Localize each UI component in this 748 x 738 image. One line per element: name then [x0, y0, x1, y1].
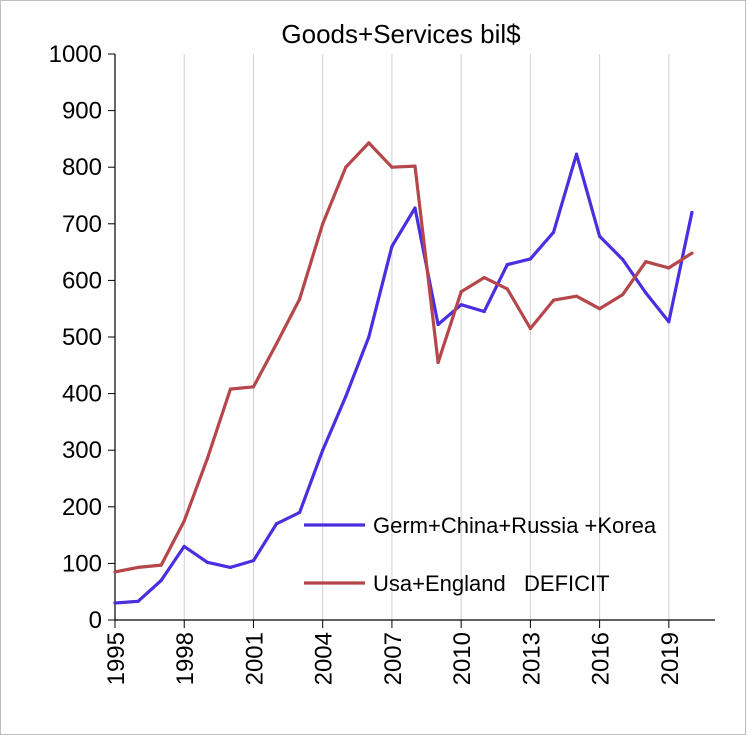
y-tick-label: 1000 — [49, 41, 102, 68]
series-line-2 — [113, 141, 694, 574]
series-2-point — [574, 294, 579, 298]
series-1-point — [551, 230, 556, 234]
x-tick-label: 2010 — [449, 632, 476, 685]
series-1-point — [182, 544, 186, 549]
series-2-point — [644, 260, 648, 264]
series-2-point — [621, 292, 625, 297]
series-2-point — [690, 251, 694, 255]
series-1-point — [298, 510, 302, 515]
series-2-point — [298, 297, 302, 301]
legend-label-2: Usa+England DEFICIT — [373, 571, 610, 596]
y-tick-label: 300 — [62, 437, 102, 464]
series-1-point — [251, 558, 256, 563]
x-tick-label: 2001 — [241, 632, 268, 685]
x-tick-label: 2007 — [380, 632, 407, 685]
series-2-point — [251, 385, 256, 389]
series-2-point — [113, 570, 117, 574]
series-2-point — [205, 457, 209, 461]
y-tick-label: 500 — [62, 324, 102, 351]
series-2-point — [667, 266, 671, 270]
series-2-point — [413, 164, 417, 168]
chart-title: Goods+Services bil$ — [281, 19, 521, 49]
series-1-point — [228, 565, 232, 569]
series-1-point — [205, 560, 209, 564]
series-1-point — [621, 257, 625, 262]
series-1-point — [436, 322, 440, 327]
series-1-point — [459, 303, 463, 307]
series-1-point — [390, 244, 394, 249]
legend: Germ+China+Russia +Korea Usa+England DEFI… — [304, 513, 657, 596]
y-tick-labels: 0 100 200 300 400 500 600 700 800 900 1000 — [49, 41, 102, 634]
series-2-point — [344, 165, 348, 169]
series-1-point — [528, 257, 532, 261]
series-1-point — [598, 234, 602, 238]
series-2-point — [551, 298, 556, 302]
series-2-point — [598, 307, 602, 311]
series-1-point — [505, 262, 509, 267]
series-2-point — [436, 360, 440, 365]
y-tick-label: 900 — [62, 98, 102, 125]
series-2-point — [367, 141, 371, 145]
grid-lines — [114, 54, 670, 620]
series-2-point — [505, 287, 509, 291]
y-tick-label: 600 — [62, 267, 102, 294]
series-1-point — [367, 335, 371, 339]
y-tick-label: 200 — [62, 494, 102, 521]
x-tick-label: 2004 — [311, 632, 338, 685]
y-tick-label: 100 — [62, 550, 102, 577]
y-tick-label: 700 — [62, 211, 102, 238]
series-1-point — [690, 210, 694, 215]
y-tick-label: 400 — [62, 381, 102, 408]
series-1-point — [413, 206, 417, 210]
x-tick-label: 1995 — [103, 632, 130, 685]
series-1-point — [344, 394, 348, 399]
axes — [108, 53, 715, 628]
x-tick-label: 2016 — [588, 632, 615, 685]
legend-label-1: Germ+China+Russia +Korea — [373, 513, 657, 538]
series-2-point — [321, 222, 325, 226]
series-2-point — [136, 565, 140, 569]
series-2-point — [528, 326, 532, 331]
series-2-point — [159, 563, 163, 567]
series-2-point — [459, 290, 463, 294]
series-2-point — [182, 519, 186, 523]
series-2-point — [228, 387, 232, 391]
series-2-point — [482, 275, 486, 280]
series-2-point — [274, 342, 279, 346]
x-tick-labels: 1995 1998 2001 2004 2007 2010 2013 2016 2019 — [103, 632, 684, 685]
series-1-point — [644, 291, 648, 295]
series-1-point — [136, 599, 140, 603]
series-1-point — [113, 601, 117, 605]
series-1-point — [574, 152, 579, 156]
x-tick-label: 2019 — [657, 632, 684, 685]
series-lines — [113, 141, 694, 605]
x-tick-label: 1998 — [172, 632, 199, 685]
series-1-point — [274, 522, 279, 526]
series-1-point — [159, 578, 163, 582]
series-1-point — [667, 320, 671, 324]
series-2-point — [390, 165, 394, 169]
y-tick-label: 800 — [62, 154, 102, 181]
series-1-point — [482, 309, 486, 314]
y-tick-label: 0 — [89, 607, 102, 634]
x-tick-label: 2013 — [518, 632, 545, 685]
series-line-1 — [113, 152, 694, 605]
series-1-point — [321, 448, 325, 452]
